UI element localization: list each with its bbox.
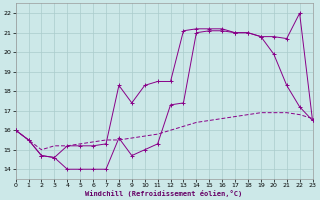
X-axis label: Windchill (Refroidissement éolien,°C): Windchill (Refroidissement éolien,°C) (85, 190, 243, 197)
